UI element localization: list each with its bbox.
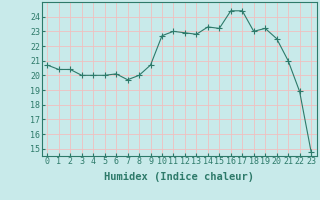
X-axis label: Humidex (Indice chaleur): Humidex (Indice chaleur) [104,172,254,182]
